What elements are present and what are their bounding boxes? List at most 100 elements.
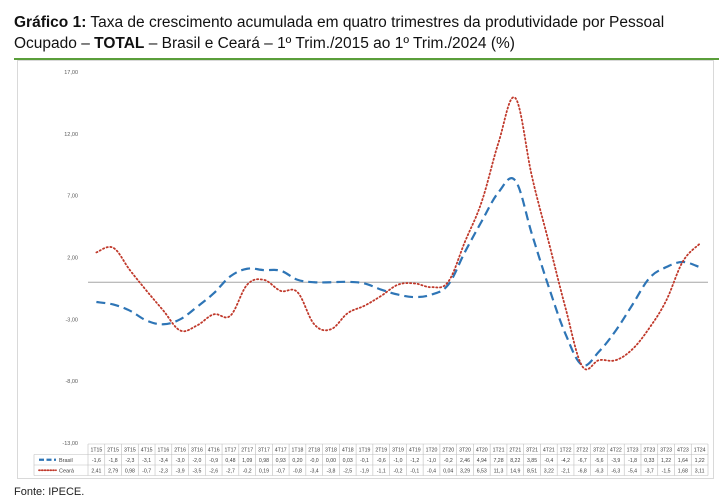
data-label: 0,33 — [644, 458, 654, 464]
data-label: -3,9 — [611, 458, 620, 464]
data-label: 8,22 — [510, 458, 520, 464]
x-tick-label: 1T19 — [359, 447, 371, 453]
x-tick-label: 1T20 — [426, 447, 438, 453]
data-label: 0,19 — [259, 468, 269, 474]
data-label: 1,64 — [678, 458, 688, 464]
line-chart: 17,00 12,00 7,00 2,00 -3,00 -8,00 -13,00 1T15 2T… — [33, 70, 709, 476]
data-label: 3,11 — [695, 468, 705, 474]
data-label: -1,1 — [377, 468, 386, 474]
x-tick-label: 3T20 — [459, 447, 471, 453]
x-tick-label: 1T17 — [225, 447, 237, 453]
data-label: -0,6 — [377, 458, 386, 464]
data-label: 2,41 — [91, 468, 101, 474]
data-label: 4,94 — [477, 458, 487, 464]
data-label: 8,51 — [527, 468, 537, 474]
chart-caption: Gráfico 1: Taxa de crescimento acumulada… — [14, 12, 719, 54]
data-label: 0,03 — [343, 458, 353, 464]
data-label: -0,9 — [209, 458, 218, 464]
data-label: -6,7 — [578, 458, 587, 464]
x-tick-label: 4T23 — [677, 447, 689, 453]
x-tick-label: 1T22 — [560, 447, 572, 453]
data-label: 0,04 — [443, 468, 453, 474]
data-label: 0,98 — [259, 458, 269, 464]
data-label: -1,9 — [360, 468, 369, 474]
x-tick-label: 4T17 — [275, 447, 287, 453]
data-label: 11,3 — [494, 468, 504, 474]
data-label: -2,0 — [192, 458, 201, 464]
x-tick-label: 3T19 — [392, 447, 404, 453]
x-tick-label: 3T17 — [258, 447, 270, 453]
data-label: -3,5 — [192, 468, 201, 474]
source-note: Fonte: IPECE. — [14, 486, 85, 498]
x-tick-label: 1T23 — [627, 447, 639, 453]
data-label: -0,7 — [142, 468, 151, 474]
data-label: -3,4 — [159, 458, 168, 464]
x-tick-label: 1T21 — [493, 447, 505, 453]
x-tick-label: 1T16 — [157, 447, 169, 453]
caption-underline — [14, 58, 719, 60]
y-tick-label: 12,00 — [64, 132, 78, 138]
legend-label: Ceará — [59, 468, 75, 474]
x-tick-label: 2T20 — [442, 447, 454, 453]
data-label: -4,2 — [561, 458, 570, 464]
data-label: -1,8 — [109, 458, 118, 464]
x-tick-label: 2T15 — [107, 447, 119, 453]
data-label: -5,4 — [628, 468, 637, 474]
x-tick-label: 1T18 — [292, 447, 304, 453]
data-label: 2,46 — [460, 458, 470, 464]
data-label: -0,2 — [444, 458, 453, 464]
data-label: 1,22 — [661, 458, 671, 464]
x-tick-label: 2T23 — [643, 447, 655, 453]
data-label: 1,68 — [678, 468, 688, 474]
data-label: -6,3 — [595, 468, 604, 474]
data-label: 0,48 — [225, 458, 235, 464]
x-tick-label: 4T16 — [208, 447, 220, 453]
x-tick-label: 3T15 — [124, 447, 136, 453]
data-label: -3,1 — [142, 458, 151, 464]
x-tick-label: 2T22 — [576, 447, 588, 453]
x-tick-label: 1T24 — [694, 447, 706, 453]
data-label: -0,2 — [394, 468, 403, 474]
data-label: -0,4 — [427, 468, 436, 474]
chart-frame: 17,00 12,00 7,00 2,00 -3,00 -8,00 -13,00 1T15 2T… — [17, 60, 714, 479]
data-label: -5,6 — [595, 458, 604, 464]
y-tick-label: 17,00 — [64, 70, 78, 76]
data-label: 7,28 — [493, 458, 503, 464]
data-label: -0,2 — [243, 468, 252, 474]
data-label: -2,6 — [209, 468, 218, 474]
data-label: -0,0 — [310, 458, 319, 464]
x-tick-label: 3T16 — [191, 447, 203, 453]
caption-bold-word: TOTAL — [94, 35, 145, 52]
data-label: -1,0 — [394, 458, 403, 464]
data-label: -1,0 — [427, 458, 436, 464]
data-label: 1,09 — [242, 458, 252, 464]
caption-text-1: Taxa de crescimento acumulada em quatro … — [14, 14, 665, 52]
x-tick-label: 2T21 — [509, 447, 521, 453]
data-label: -3,8 — [326, 468, 335, 474]
x-tick-label: 1T15 — [90, 447, 102, 453]
x-tick-label: 3T22 — [593, 447, 605, 453]
data-label: 0,98 — [125, 468, 135, 474]
y-tick-label: -8,00 — [65, 379, 78, 385]
data-label: -2,7 — [226, 468, 235, 474]
data-label: 0,20 — [292, 458, 302, 464]
x-tick-label: 3T23 — [660, 447, 672, 453]
x-tick-label: 4T18 — [342, 447, 354, 453]
y-tick-label: 2,00 — [67, 256, 78, 262]
data-label: 3,22 — [544, 468, 554, 474]
data-label: -2,1 — [561, 468, 570, 474]
y-tick-label: 7,00 — [67, 194, 78, 200]
data-label: 1,22 — [695, 458, 705, 464]
data-label: 3,85 — [527, 458, 537, 464]
x-tick-label: 2T17 — [241, 447, 253, 453]
data-label: -1,6 — [92, 458, 101, 464]
data-label: 2,79 — [108, 468, 118, 474]
y-tick-label: -13,00 — [62, 441, 78, 447]
y-tick-label: -3,00 — [65, 317, 78, 323]
data-label: -0,7 — [276, 468, 285, 474]
series-line-ceara — [95, 96, 701, 371]
data-label: 14,9 — [510, 468, 520, 474]
x-tick-label: 4T22 — [610, 447, 622, 453]
data-label: -0,4 — [544, 458, 553, 464]
data-label: -0,8 — [293, 468, 302, 474]
